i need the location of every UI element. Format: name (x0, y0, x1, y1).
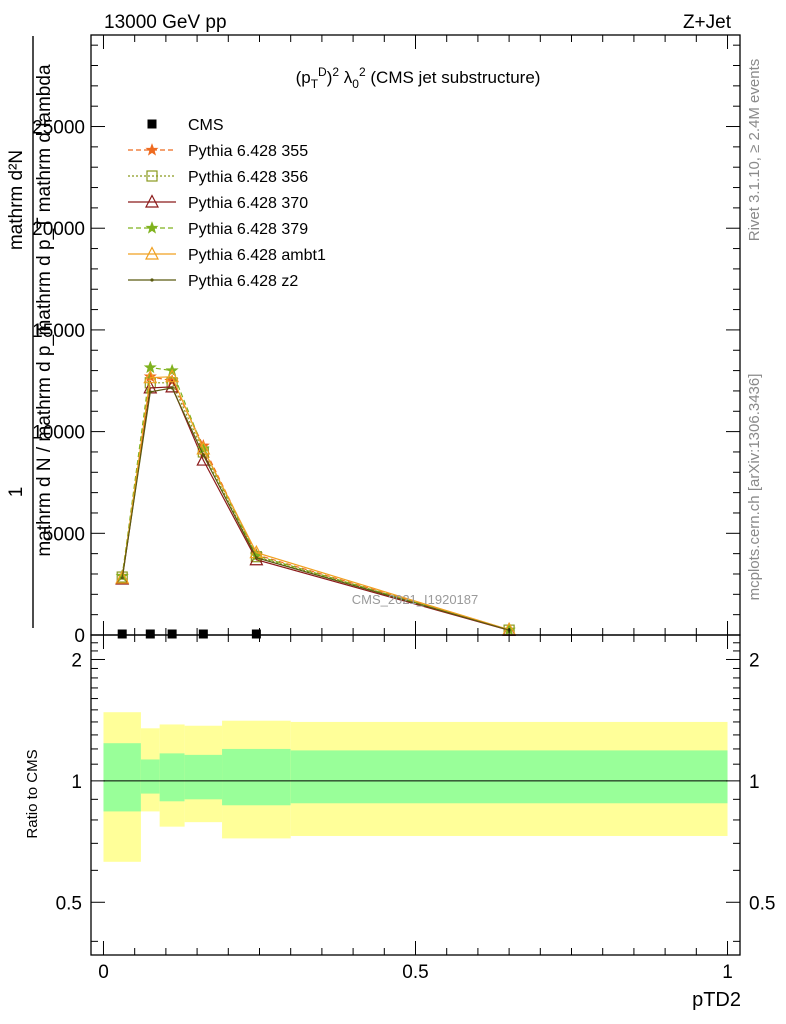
legend-entry: Pythia 6.428 z2 (128, 273, 298, 290)
legend-label: Pythia 6.428 379 (188, 221, 308, 238)
main-ytick-label: 15000 (32, 321, 85, 342)
legend-entry: Pythia 6.428 356 (128, 169, 308, 186)
legend-marker (145, 221, 159, 234)
data-point (167, 629, 177, 639)
legend-entry: CMS (147, 117, 224, 134)
x-axis-label: pTD2 (692, 989, 741, 1011)
ratio-panel: 0.5 0.5 1 1 2 2 0 0.5 1 (56, 634, 775, 983)
ylabel-top-numerator: mathrm d²N (6, 150, 27, 250)
data-point (251, 629, 261, 639)
legend-label: Pythia 6.428 ambt1 (188, 247, 326, 264)
xtick-label: 0 (98, 962, 109, 983)
series-line (121, 366, 510, 631)
legend-entry: Pythia 6.428 ambt1 (128, 246, 326, 264)
uncertainty-band-inner (184, 754, 223, 800)
ratio-ytick-label: 0.5 (56, 893, 82, 914)
uncertainty-band-inner (159, 753, 185, 802)
legend-label: Pythia 6.428 356 (188, 169, 308, 186)
legend-label: Pythia 6.428 355 (188, 143, 308, 160)
legend-label: Pythia 6.428 370 (188, 195, 308, 212)
data-point (145, 629, 155, 639)
data-point (115, 570, 130, 584)
xtick-label: 0.5 (402, 962, 428, 983)
legend-entry: Pythia 6.428 355 (128, 143, 308, 160)
main-ytick-label: 25000 (32, 118, 85, 139)
legend-entry: Pythia 6.428 379 (128, 221, 308, 238)
xtick-label: 1 (722, 962, 733, 983)
uncertainty-band-inner (140, 759, 160, 794)
series-cms (117, 629, 261, 639)
rivet-version-label: Rivet 3.1.10, ≥ 2.4M events (746, 59, 763, 242)
data-point (254, 556, 258, 560)
uncertainty-band-inner (222, 748, 291, 806)
ylabel-top-denominator: mathrm d p_T mathrm d lambda (34, 64, 55, 335)
legend-entry: Pythia 6.428 370 (128, 194, 308, 212)
main-ylabel: mathrm d²N mathrm d p_T mathrm d lambda … (6, 36, 55, 628)
main-ytick-label: 0 (74, 626, 85, 647)
legend-label: Pythia 6.428 z2 (188, 273, 298, 290)
data-point (196, 452, 211, 466)
ratio-ytick-label-right: 0.5 (749, 893, 775, 914)
main-ytick-label: 20000 (32, 219, 85, 240)
ratio-ytick-label: 2 (71, 650, 82, 671)
legend-marker (150, 278, 154, 282)
ratio-ylabel: Ratio to CMS (24, 749, 41, 838)
ylabel-front-numerator: 1 (6, 487, 27, 498)
main-panel: 0 5000 10000 15000 20000 25000 (32, 34, 741, 647)
data-point (165, 379, 180, 393)
main-ytick-label: 10000 (32, 423, 85, 444)
series-line (121, 376, 510, 631)
data-point (148, 390, 152, 394)
data-point (143, 369, 158, 384)
mcplots-label: mcplots.cern.ch [arXiv:1306.3436] (746, 374, 763, 601)
legend-marker (145, 143, 159, 156)
uncertainty-band-inner (103, 743, 141, 812)
ratio-ytick-label-right: 2 (749, 650, 760, 671)
ratio-ytick-label-right: 1 (749, 772, 760, 793)
legend: CMS Pythia 6.428 355 Pythia 6.428 356 Pythi… (128, 117, 326, 290)
process-label: Z+Jet (683, 12, 732, 33)
ratio-ytick-label: 1 (71, 772, 82, 793)
ylabel-front-denominator: mathrm d N / mathrm d p_T (34, 323, 55, 557)
series-pythia-6-428-z2 (120, 386, 511, 632)
uncertainty-band-inner (290, 750, 728, 804)
legend-marker (146, 170, 158, 182)
data-point (201, 453, 205, 457)
legend-marker (145, 194, 159, 208)
legend-marker (145, 246, 159, 260)
data-point (165, 368, 180, 383)
main-ytick-label: 5000 (43, 524, 85, 545)
data-point (117, 629, 127, 639)
legend-label: CMS (188, 117, 224, 134)
data-point (120, 576, 124, 580)
plot-title: (pTD)2 λ02 (CMS jet substructure) (296, 65, 541, 91)
analysis-watermark: CMS_2021_I1920187 (352, 592, 479, 607)
data-point (170, 386, 174, 390)
series-line (121, 387, 510, 631)
data-point (198, 629, 208, 639)
legend-marker (147, 119, 157, 129)
energy-label: 13000 GeV pp (104, 12, 227, 33)
